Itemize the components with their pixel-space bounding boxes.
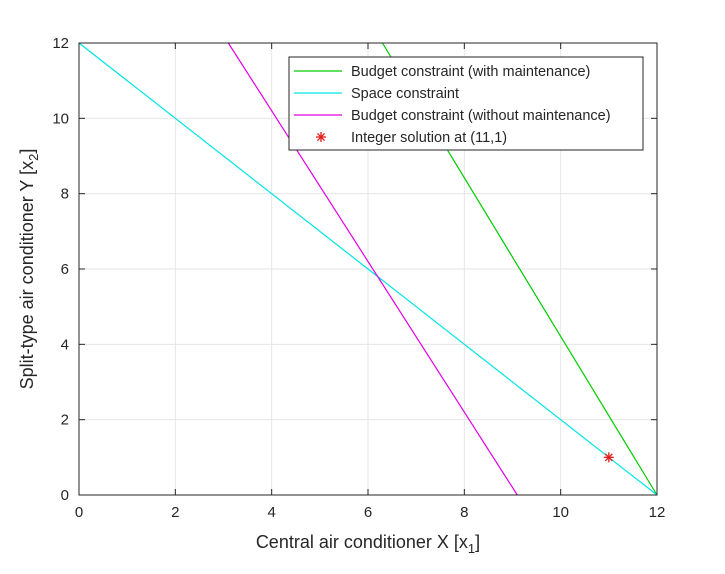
x-tick-label: 6	[364, 504, 372, 521]
legend-label: Integer solution at (11,1)	[351, 130, 507, 146]
legend-item-4: Integer solution at (11,1)	[316, 130, 507, 146]
y-axis-label: Split-type air conditioner Y [x2]	[17, 149, 41, 390]
y-tick-label: 8	[61, 186, 69, 203]
ticks: 0 2 4 6 8 10 12 0 2 4 6 8 10 12	[52, 35, 665, 521]
x-tick-label: 10	[552, 504, 569, 521]
y-tick-label: 6	[61, 261, 69, 278]
series-3-line	[227, 42, 518, 496]
legend-label: Space constraint	[351, 86, 459, 102]
x-tick-label: 12	[649, 504, 666, 521]
axis-labels: Central air conditioner X [x1] Split-typ…	[17, 149, 480, 556]
y-tick-label: 0	[61, 487, 69, 504]
y-tick-label: 10	[52, 110, 69, 127]
legend: Budget constraint (with maintenance) Spac…	[288, 56, 644, 151]
legend-label: Budget constraint (with maintenance)	[351, 64, 590, 80]
y-axis-label-suffix: ]	[17, 149, 37, 154]
x-axis-label: Central air conditioner X [x1]	[256, 532, 480, 556]
y-tick-label: 4	[61, 336, 69, 353]
x-axis-label-subscript: 1	[468, 541, 475, 556]
x-axis-label-suffix: ]	[475, 532, 480, 552]
legend-item-3: Budget constraint (without maintenance)	[294, 108, 611, 124]
legend-item-2: Space constraint	[294, 86, 459, 102]
legend-box	[288, 56, 644, 151]
x-tick-label: 4	[267, 504, 275, 521]
series-2-line	[78, 42, 658, 496]
x-tick-label: 0	[75, 504, 83, 521]
y-tick-label: 12	[52, 35, 69, 52]
legend-label: Budget constraint (without maintenance)	[351, 108, 611, 124]
x-tick-label: 8	[460, 504, 468, 521]
legend-item-1: Budget constraint (with maintenance)	[294, 64, 590, 80]
legend-swatch	[316, 132, 326, 142]
y-tick-label: 2	[61, 412, 69, 429]
series-4-marker	[603, 452, 614, 463]
x-tick-label: 2	[171, 504, 179, 521]
y-axis-label-subscript: 2	[26, 154, 41, 161]
